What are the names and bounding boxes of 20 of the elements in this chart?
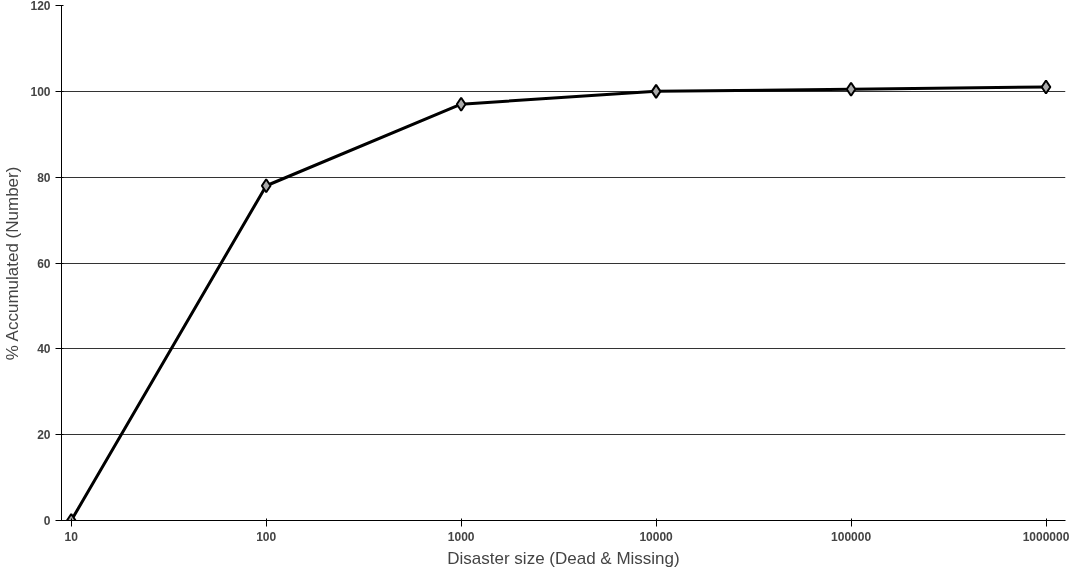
x-axis-title: Disaster size (Dead & Missing)	[447, 548, 680, 568]
y-tick-label: 120	[30, 0, 51, 13]
y-axis-title: % Accumulated (Number)	[3, 166, 23, 361]
x-tick-label: 10000	[639, 529, 674, 544]
point	[650, 83, 662, 99]
y-tick-label: 40	[37, 342, 51, 357]
x-tick-label: 100000	[831, 529, 872, 544]
point	[1040, 79, 1052, 95]
point	[845, 81, 857, 97]
y-tick-label: 20	[37, 428, 51, 443]
x-tick-label: 1000000	[1022, 529, 1070, 544]
point	[455, 96, 467, 112]
x-tick-label: 1000	[447, 529, 475, 544]
point	[260, 178, 272, 194]
x-tick-label: 100	[256, 529, 277, 544]
y-tick-label: 60	[37, 256, 51, 271]
y-tick-label: 80	[37, 170, 51, 185]
x-tick-label: 10	[64, 529, 79, 544]
y-tick-label: 100	[30, 84, 51, 99]
y-tick-label: 0	[43, 514, 51, 528]
